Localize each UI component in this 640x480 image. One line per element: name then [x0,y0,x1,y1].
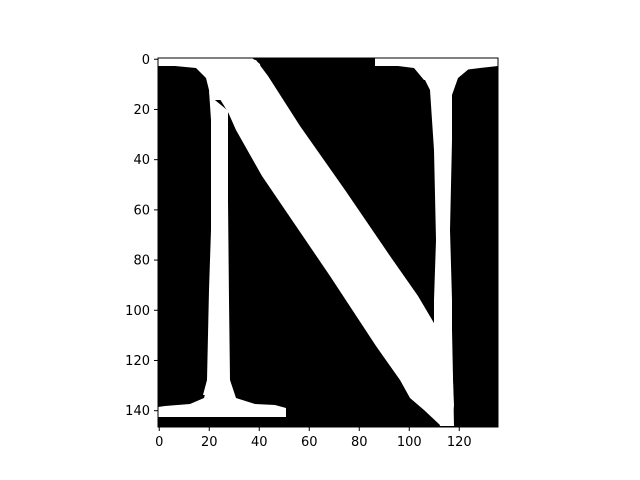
x-tick-label: 80 [351,435,368,450]
y-tick-label: 100 [125,304,150,319]
y-tick-label: 20 [133,103,150,118]
glyph-left-bottom-serif [158,380,286,417]
axes-frame [157,57,499,428]
glyph-right-stem [418,66,470,340]
glyph-n [158,58,498,426]
x-tick-label: 60 [301,435,318,450]
y-tick-label: 80 [133,254,150,269]
glyph-diagonal [218,58,454,426]
x-tick-label: 100 [397,435,422,450]
x-tick-label: 20 [201,435,218,450]
glyph-left-stem [203,90,232,395]
glyph-right-stem-foot [434,330,454,426]
y-tick-label: 140 [125,404,150,419]
glyph-right-top-serif [375,58,498,80]
x-axis: 0 20 40 60 80 100 120 [155,427,472,450]
y-tick-label: 120 [125,354,150,369]
x-tick-label: 40 [251,435,268,450]
y-tick-label: 0 [142,53,150,68]
y-tick-label: 60 [133,203,150,218]
y-axis: 0 20 40 60 80 100 120 140 [125,53,158,419]
y-tick-label: 40 [133,153,150,168]
x-tick-label: 120 [447,435,472,450]
x-tick-label: 0 [155,435,163,450]
